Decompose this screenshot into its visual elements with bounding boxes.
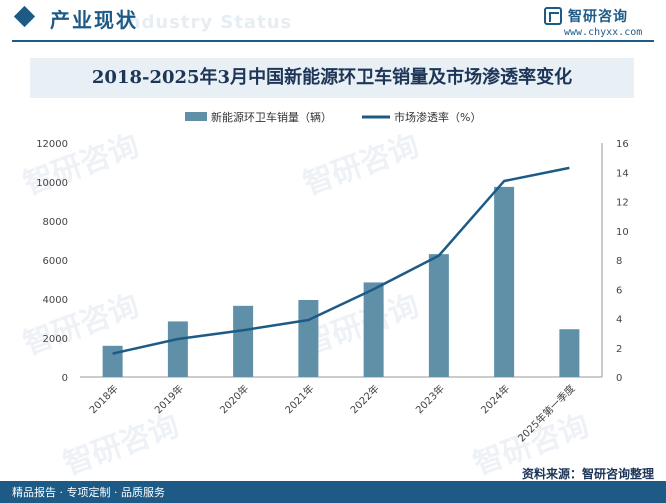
legend-swatch-bar [185, 112, 207, 121]
y-right-tick-label: 16 [616, 139, 629, 150]
y-right-tick-label: 14 [616, 168, 629, 179]
x-tick-label: 2020年 [217, 382, 251, 416]
chart-title: 2018-2025年3月中国新能源环卫车销量及市场渗透率变化 [91, 67, 573, 88]
bar [298, 299, 319, 377]
page-header: Industry Status 产业现状 智研咨询 www.chyxx.com [0, 0, 666, 44]
y-right-tick-label: 0 [616, 373, 622, 384]
y-left-tick-label: 12000 [36, 139, 68, 150]
bar [559, 329, 580, 377]
y-right-tick-label: 8 [616, 256, 622, 267]
x-tick-label: 2024年 [478, 382, 512, 416]
brand-name: 智研咨询 [568, 9, 628, 25]
y-right-tick-label: 10 [616, 227, 629, 238]
brand-icon [544, 7, 562, 25]
brand-logo: 智研咨询 www.chyxx.com [544, 6, 654, 40]
y-right-tick-label: 6 [616, 285, 622, 296]
x-tick-label: 2019年 [152, 382, 186, 416]
footer-tagline: 精品报告 · 专项定制 · 品质服务 [12, 486, 165, 499]
y-right-tick-label: 2 [616, 344, 622, 355]
y-left-tick-label: 2000 [43, 334, 68, 345]
chart-title-band: 2018-2025年3月中国新能源环卫车销量及市场渗透率变化 [30, 58, 634, 98]
x-tick-label: 2018年 [86, 382, 120, 416]
y-left-tick-label: 4000 [43, 295, 68, 306]
x-tick-label: 2023年 [413, 382, 447, 416]
bar [494, 186, 515, 377]
legend-label-bar: 新能源环卫车销量（辆） [211, 110, 332, 124]
bar [363, 282, 384, 377]
data-source: 资料来源：智研咨询整理 [521, 467, 654, 481]
x-tick-label: 2025年第一季度 [515, 382, 578, 445]
x-tick-label: 2022年 [347, 382, 381, 416]
y-right-tick-label: 4 [616, 315, 622, 326]
bar [167, 321, 188, 377]
legend-label-line: 市场渗透率（%） [394, 110, 481, 124]
y-left-tick-label: 0 [62, 373, 68, 384]
penetration-line [112, 166, 570, 355]
y-left-tick-label: 10000 [36, 178, 68, 189]
section-watermark: Industry Status [120, 12, 293, 33]
section-title: 产业现状 [50, 8, 138, 32]
header-divider [12, 40, 654, 42]
y-right-tick-label: 12 [616, 198, 629, 209]
bar [102, 345, 123, 377]
x-tick-label: 2021年 [282, 382, 316, 416]
y-left-tick-label: 8000 [43, 217, 68, 228]
bar [233, 305, 254, 377]
y-left-tick-label: 6000 [43, 256, 68, 267]
footer-bar [0, 481, 666, 503]
brand-url: www.chyxx.com [564, 27, 643, 38]
bar [428, 254, 449, 377]
